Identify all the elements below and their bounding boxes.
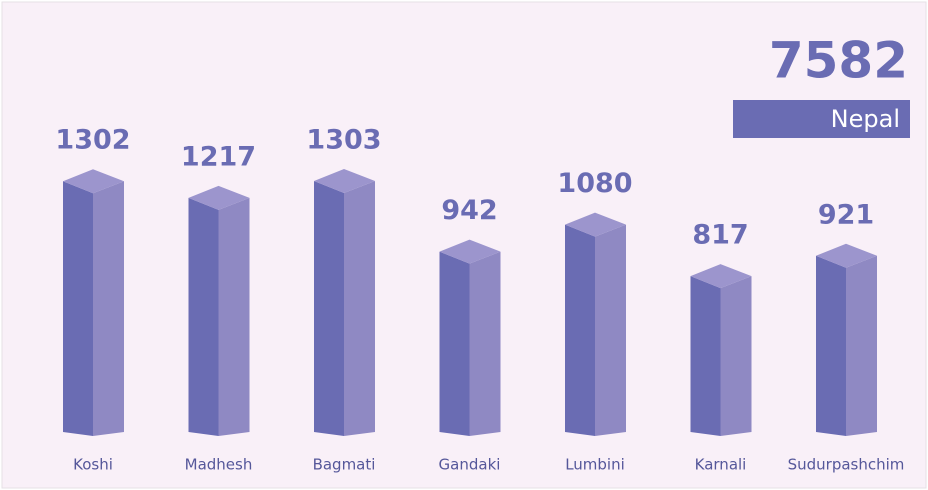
bar-front <box>188 197 219 436</box>
bar-front <box>314 181 344 436</box>
value-label: 921 <box>818 199 874 230</box>
value-label: 817 <box>692 220 748 251</box>
bar-side <box>344 181 375 436</box>
bar-top <box>439 239 501 264</box>
bar <box>690 264 752 436</box>
category-label: Bagmati <box>313 456 376 474</box>
bar-side <box>93 181 124 436</box>
bar-front <box>816 255 846 436</box>
value-label: 1302 <box>55 125 130 156</box>
total-box <box>733 100 910 138</box>
value-label: 1080 <box>557 168 632 199</box>
category-label: Lumbini <box>565 456 625 474</box>
value-label: 942 <box>441 195 497 226</box>
bar-side <box>218 197 250 436</box>
bar-front <box>565 224 595 436</box>
bar-front <box>63 181 93 436</box>
bar-top <box>816 243 877 268</box>
bar-side <box>595 224 626 436</box>
bar-front <box>439 251 470 436</box>
bar-side <box>720 276 752 436</box>
bar <box>314 169 375 436</box>
bar-side <box>469 251 501 436</box>
bar-top <box>314 169 375 193</box>
bar <box>565 212 626 436</box>
category-label: Koshi <box>73 456 113 474</box>
bar <box>816 243 877 436</box>
bar <box>439 239 501 436</box>
bar-top <box>63 169 124 194</box>
category-label: Gandaki <box>439 456 501 474</box>
bar-front <box>690 276 721 436</box>
total-value: 7582 <box>769 32 908 90</box>
bar <box>188 185 250 436</box>
bar-top <box>690 264 752 289</box>
category-label: Karnali <box>695 456 747 474</box>
bar-top <box>565 212 626 237</box>
value-label: 1217 <box>181 141 256 172</box>
bar <box>63 169 124 436</box>
total-label: Nepal <box>831 105 900 133</box>
bar-top <box>188 185 250 210</box>
category-label: Madhesh <box>185 456 253 474</box>
category-label: Sudurpashchim <box>788 456 905 474</box>
bar-side <box>846 255 877 436</box>
value-label: 1303 <box>306 125 381 156</box>
